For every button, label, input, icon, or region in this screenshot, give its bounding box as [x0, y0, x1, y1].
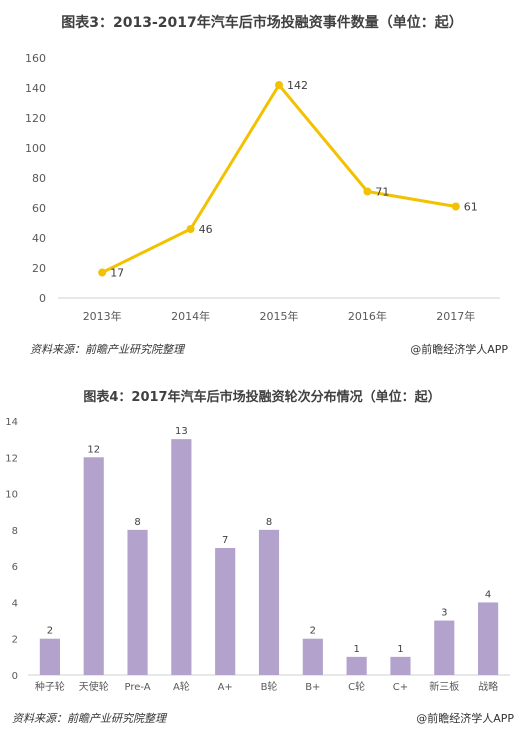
data-label: 13: [175, 426, 188, 437]
y-tick-label: 6: [12, 562, 18, 573]
y-tick-label: 60: [32, 202, 46, 215]
y-tick-label: 140: [25, 82, 46, 95]
x-tick-label: 2017年: [436, 309, 475, 323]
bar: [258, 529, 280, 675]
bar: [39, 638, 60, 675]
line-chart-source: 资料来源：前瞻产业研究院整理: [30, 343, 184, 356]
bar-chart-panel: 图表4：2017年汽车后市场投融资轮次分布情况（单位：起） 0 2 4 6 8 10 12 1…: [0, 366, 524, 737]
bar: [83, 457, 104, 675]
bar-chart-source: 资料来源：前瞻产业研究院整理: [12, 712, 166, 725]
bar-chart-title: 图表4：2017年汽车后市场投融资轮次分布情况（单位：起）: [83, 390, 441, 405]
x-tick-label: C+: [393, 682, 408, 693]
data-label: 12: [87, 444, 100, 455]
data-label: 2: [310, 626, 316, 637]
y-tick-label: 40: [32, 232, 46, 245]
y-tick-label: 8: [12, 526, 18, 537]
bar: [478, 602, 499, 675]
x-tick-label: 2015年: [260, 309, 299, 323]
line-chart: 0 20 40 60 80 100 120 140 160 2013年 2014年 2015年 2016…: [25, 52, 500, 323]
bar-chart-brand: @前瞻经济学人APP: [416, 712, 514, 725]
bar: [127, 529, 148, 675]
y-tick-label: 160: [25, 52, 46, 65]
data-point: [363, 187, 372, 196]
data-label: 2: [47, 626, 53, 637]
bar-chart: 024681012142种子轮12天使轮8Pre-A13A轮7A+8B轮2B+1…: [5, 417, 510, 693]
data-point: [186, 225, 195, 233]
data-label: 17: [110, 267, 124, 280]
x-tick-label: B轮: [261, 680, 278, 693]
y-tick-label: 2: [12, 635, 18, 646]
y-tick-label: 14: [5, 417, 18, 428]
x-tick-label: A轮: [173, 680, 190, 693]
data-point: [275, 81, 283, 89]
bar: [346, 656, 367, 675]
y-tick-label: 80: [32, 172, 46, 185]
y-tick-label: 0: [12, 671, 18, 682]
series-line: [101, 83, 457, 274]
line-chart-title: 图表3：2013-2017年汽车后市场投融资事件数量（单位：起）: [61, 15, 463, 31]
x-tick-label: 种子轮: [35, 680, 65, 693]
data-point: [98, 268, 107, 277]
x-tick-label: 战略: [478, 680, 498, 693]
data-label: 142: [287, 79, 308, 92]
data-label: 46: [199, 223, 213, 236]
x-tick-label: C轮: [348, 680, 365, 693]
x-tick-label: 2016年: [348, 309, 387, 323]
data-label: 8: [266, 517, 272, 528]
data-label: 71: [375, 186, 389, 199]
bar: [171, 439, 192, 675]
data-label: 8: [134, 517, 140, 528]
y-tick-label: 12: [5, 453, 18, 464]
y-tick-label: 10: [5, 490, 18, 501]
y-tick-label: 120: [25, 112, 46, 125]
data-point: [451, 202, 460, 211]
x-tick-label: 2013年: [83, 309, 122, 323]
x-tick-label: A+: [218, 682, 233, 693]
data-label: 4: [485, 589, 491, 600]
y-tick-label: 0: [39, 292, 46, 305]
x-tick-label: B+: [305, 682, 320, 693]
line-chart-brand: @前瞻经济学人APP: [410, 343, 508, 356]
x-tick-label: 新三板: [429, 680, 459, 693]
data-label: 1: [397, 644, 403, 655]
data-label: 7: [222, 535, 228, 546]
data-label: 1: [353, 644, 359, 655]
y-tick-label: 20: [32, 262, 46, 275]
bar: [434, 620, 455, 675]
x-tick-label: Pre-A: [124, 682, 150, 693]
line-chart-panel: 图表3：2013-2017年汽车后市场投融资事件数量（单位：起） 0 20 40 60…: [0, 0, 524, 366]
y-tick-label: 100: [25, 142, 46, 155]
y-tick-label: 4: [12, 598, 18, 609]
x-tick-label: 2014年: [171, 309, 210, 323]
data-label: 61: [464, 201, 478, 214]
bar: [302, 638, 323, 675]
bar: [390, 656, 411, 675]
data-label: 3: [441, 608, 447, 619]
x-tick-label: 天使轮: [79, 680, 109, 693]
bar: [215, 548, 236, 675]
